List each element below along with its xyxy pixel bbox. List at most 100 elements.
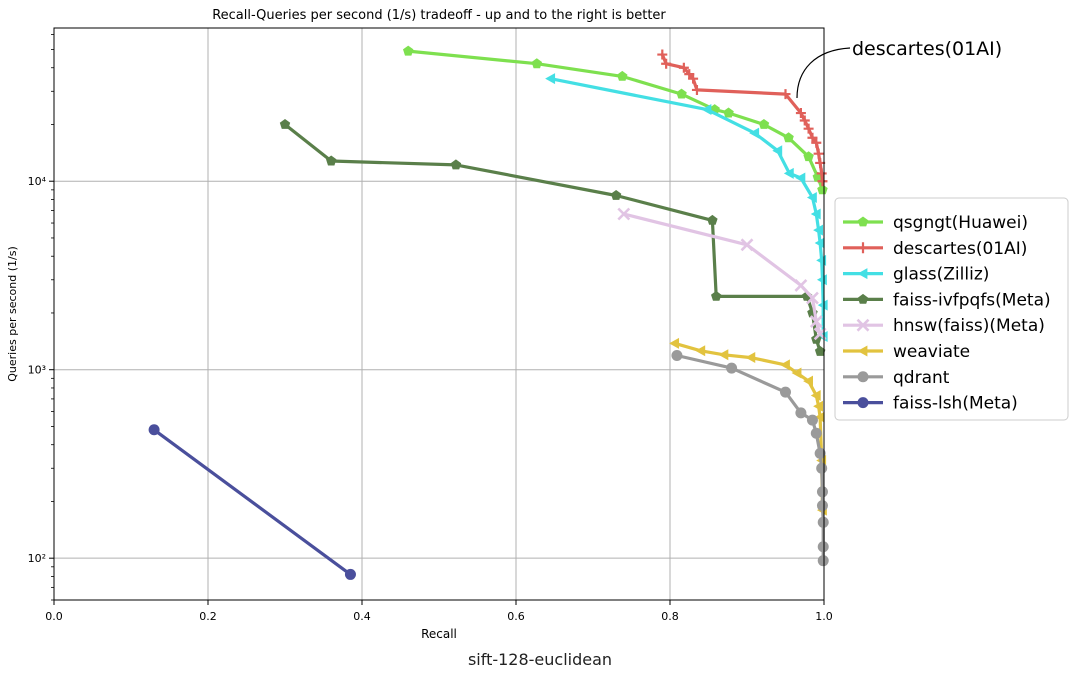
- data-point: [669, 337, 680, 349]
- data-point: [344, 568, 356, 580]
- data-point: [326, 155, 337, 166]
- data-point: [691, 84, 702, 95]
- legend-label: faiss-ivfpqfs(Meta): [893, 290, 1051, 310]
- legend-swatch-marker: [857, 268, 868, 280]
- data-point: [617, 207, 631, 221]
- data-point: [814, 237, 825, 249]
- legend-item: faiss-lsh(Meta): [843, 394, 1018, 414]
- data-point: [806, 414, 818, 426]
- series-line: [283, 122, 822, 353]
- data-point: [799, 115, 810, 126]
- data-point: [723, 107, 734, 118]
- legend-swatch-marker: [856, 318, 870, 332]
- data-point: [814, 345, 826, 356]
- data-point: [817, 555, 829, 567]
- legend-item: hnsw(faiss)(Meta): [843, 316, 1045, 336]
- data-point: [794, 279, 808, 292]
- series-faiss-lsh-meta: [148, 424, 356, 580]
- x-axis-label: Recall: [421, 627, 457, 641]
- series-qsgngt-huawei: [403, 45, 828, 195]
- data-point: [813, 148, 824, 159]
- data-point: [817, 516, 829, 528]
- data-point: [148, 424, 160, 436]
- series-weaviate: [669, 337, 827, 516]
- legend-label: descartes(01AI): [893, 239, 1027, 259]
- legend-swatch-marker: [857, 216, 869, 227]
- data-point: [707, 214, 718, 225]
- x-tick-label: 0.0: [45, 610, 63, 623]
- data-point: [726, 362, 738, 374]
- data-point: [688, 73, 699, 84]
- data-point: [803, 375, 813, 387]
- data-point: [657, 49, 668, 60]
- data-point: [811, 137, 822, 148]
- legend: qsgngt(Huawei) descartes(01AI) glass(Zilli…: [834, 197, 1069, 421]
- legend-label: qdrant: [893, 368, 950, 388]
- data-point: [772, 145, 783, 157]
- legend-label: glass(Zilliz): [893, 265, 989, 285]
- y-axis-label: Queries per second (1/s): [6, 246, 19, 382]
- legend-swatch-marker: [857, 242, 869, 254]
- data-point: [795, 108, 806, 119]
- x-tick-label: 0.4: [353, 610, 371, 623]
- data-point: [531, 58, 542, 69]
- data-point: [806, 191, 817, 203]
- data-point: [791, 367, 802, 379]
- data-point: [695, 345, 706, 357]
- data-point: [279, 119, 291, 129]
- data-point: [783, 167, 794, 179]
- legend-swatch-marker: [857, 293, 869, 304]
- data-point: [815, 157, 826, 168]
- data-point: [803, 151, 814, 162]
- legend-box: [834, 197, 1069, 421]
- legend-item: qdrant: [843, 368, 950, 388]
- legend-label: faiss-lsh(Meta): [893, 394, 1018, 414]
- legend-swatch-marker: [857, 371, 869, 383]
- data-point: [809, 315, 823, 329]
- data-point: [810, 389, 821, 401]
- x-tick-label: 0.8: [661, 610, 679, 623]
- data-point: [813, 400, 824, 412]
- legend-item: faiss-ivfpqfs(Meta): [843, 290, 1051, 310]
- series-qdrant: [671, 349, 829, 567]
- y-tick-label: 10²: [28, 552, 46, 565]
- data-point: [711, 290, 722, 301]
- annotation-arrow: [796, 47, 851, 99]
- chart-title: Recall-Queries per second (1/s) tradeoff…: [212, 8, 666, 23]
- series-hnsw-faiss-meta: [617, 207, 827, 341]
- legend-swatch-marker: [857, 345, 868, 357]
- data-point: [450, 159, 462, 170]
- legend-item: glass(Zilliz): [843, 265, 989, 285]
- legend-item: qsgngt(Huawei): [843, 213, 1028, 233]
- y-ticks: 10² 10³ 10⁴: [28, 34, 54, 601]
- data-point: [813, 224, 824, 236]
- data-point: [780, 359, 790, 371]
- series-glass-zilliz: [545, 73, 828, 343]
- data-point: [817, 299, 828, 311]
- grid: [53, 28, 825, 600]
- data-point: [758, 119, 770, 129]
- series-line: [152, 428, 352, 576]
- y-tick-label: 10⁴: [28, 175, 47, 188]
- data-point: [671, 349, 683, 361]
- data-point: [780, 89, 791, 100]
- data-point: [810, 427, 822, 439]
- chart-canvas: 0.0 0.2 0.4 0.6 0.8 1.0 10² 10³ 10⁴ Recall-Quer…: [6, 8, 1069, 641]
- data-point: [817, 541, 829, 553]
- data-point: [780, 386, 791, 398]
- series-descartes-01ai: [657, 49, 828, 187]
- x-tick-label: 1.0: [815, 610, 833, 623]
- data-point: [803, 123, 814, 134]
- annotation-label: descartes(01AI): [852, 38, 1002, 60]
- series-layer: [148, 45, 829, 580]
- legend-item: weaviate: [843, 342, 970, 362]
- plot-frame: [53, 27, 825, 601]
- data-point: [816, 462, 828, 474]
- data-point: [701, 104, 712, 116]
- data-point: [817, 176, 828, 187]
- data-point: [806, 291, 819, 305]
- data-point: [810, 208, 821, 220]
- data-point: [678, 62, 689, 73]
- x-tick-label: 0.2: [199, 610, 217, 623]
- data-point: [610, 190, 622, 200]
